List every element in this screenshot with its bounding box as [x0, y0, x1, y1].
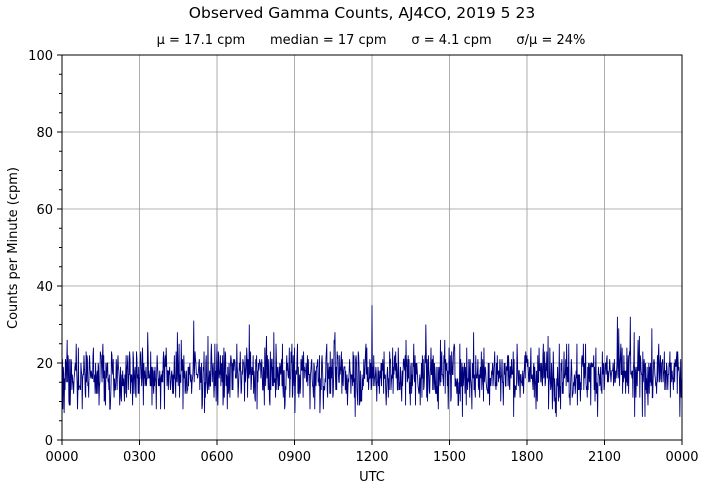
- x-tick-label: 2100: [588, 450, 621, 465]
- y-tick-label: 100: [28, 49, 53, 64]
- x-tick-label: 0300: [123, 450, 156, 465]
- x-tick-label: 0900: [278, 450, 311, 465]
- x-tick-label: 1800: [510, 450, 543, 465]
- y-tick-label: 40: [36, 280, 53, 295]
- series-line: [61, 305, 683, 417]
- x-tick-label: 1200: [355, 450, 388, 465]
- ticks: [57, 54, 683, 445]
- y-axis-label: Counts per Minute (cpm): [6, 167, 21, 329]
- x-tick-label: 0600: [200, 450, 233, 465]
- chart-title: Observed Gamma Counts, AJ4CO, 2019 5 23: [189, 4, 535, 22]
- tick-labels: 0000 0300 0600 0900 1200 1500 1800 2100 00000204…: [28, 49, 698, 465]
- y-tick-label: 60: [36, 203, 53, 218]
- series-layer: [61, 305, 683, 417]
- x-tick-label: 0000: [665, 450, 698, 465]
- y-tick-label: 80: [36, 126, 53, 141]
- y-tick-label: 0: [45, 434, 53, 449]
- x-tick-label: 1500: [433, 450, 466, 465]
- chart-subtitle: μ = 17.1 cpm median = 17 cpm σ = 4.1 cpm…: [157, 33, 586, 48]
- y-tick-label: 20: [36, 357, 53, 372]
- x-tick-label: 0000: [45, 450, 78, 465]
- grid: [62, 55, 682, 440]
- x-axis-label: UTC: [359, 470, 385, 485]
